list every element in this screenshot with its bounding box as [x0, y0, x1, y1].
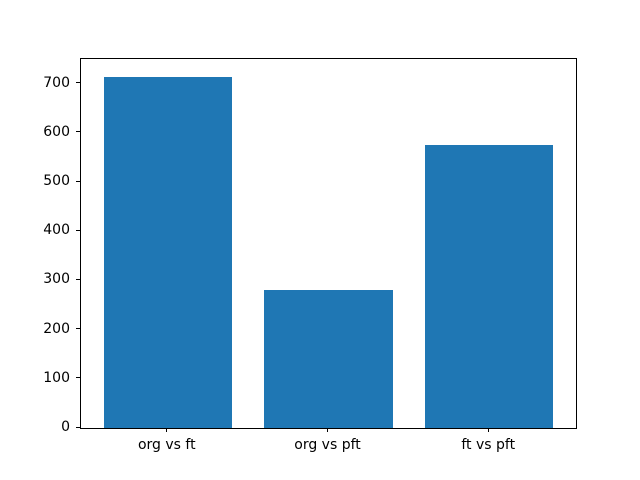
y-tick-label: 700: [43, 74, 70, 91]
bar-org-vs-pft: [264, 289, 393, 428]
x-tick-mark: [487, 428, 489, 432]
y-tick-label: 600: [43, 123, 70, 140]
y-tick-mark: [76, 328, 80, 330]
y-tick-label: 400: [43, 222, 70, 239]
bar-ft-vs-pft: [424, 144, 554, 428]
y-tick-mark: [76, 377, 80, 379]
bar-org-vs-ft: [103, 77, 233, 428]
y-tick-mark: [76, 82, 80, 84]
y-tick-label: 300: [43, 271, 70, 288]
x-tick-mark: [327, 428, 328, 432]
x-tick-label: org vs ft: [137, 437, 196, 453]
y-tick-label: 500: [43, 173, 70, 189]
y-tick-mark: [76, 229, 80, 231]
y-tick-mark: [76, 180, 80, 182]
x-tick-label: ft vs pft: [461, 437, 516, 453]
y-tick-mark: [76, 278, 80, 280]
x-tick-mark: [166, 428, 168, 432]
y-tick-mark: [76, 426, 80, 428]
y-tick-label: 100: [43, 369, 70, 386]
y-tick-label: 200: [43, 320, 70, 337]
x-tick-label: org vs pft: [294, 437, 361, 453]
y-tick-mark: [76, 131, 80, 133]
y-tick-label: 0: [61, 419, 70, 435]
plot-area: [80, 58, 577, 429]
